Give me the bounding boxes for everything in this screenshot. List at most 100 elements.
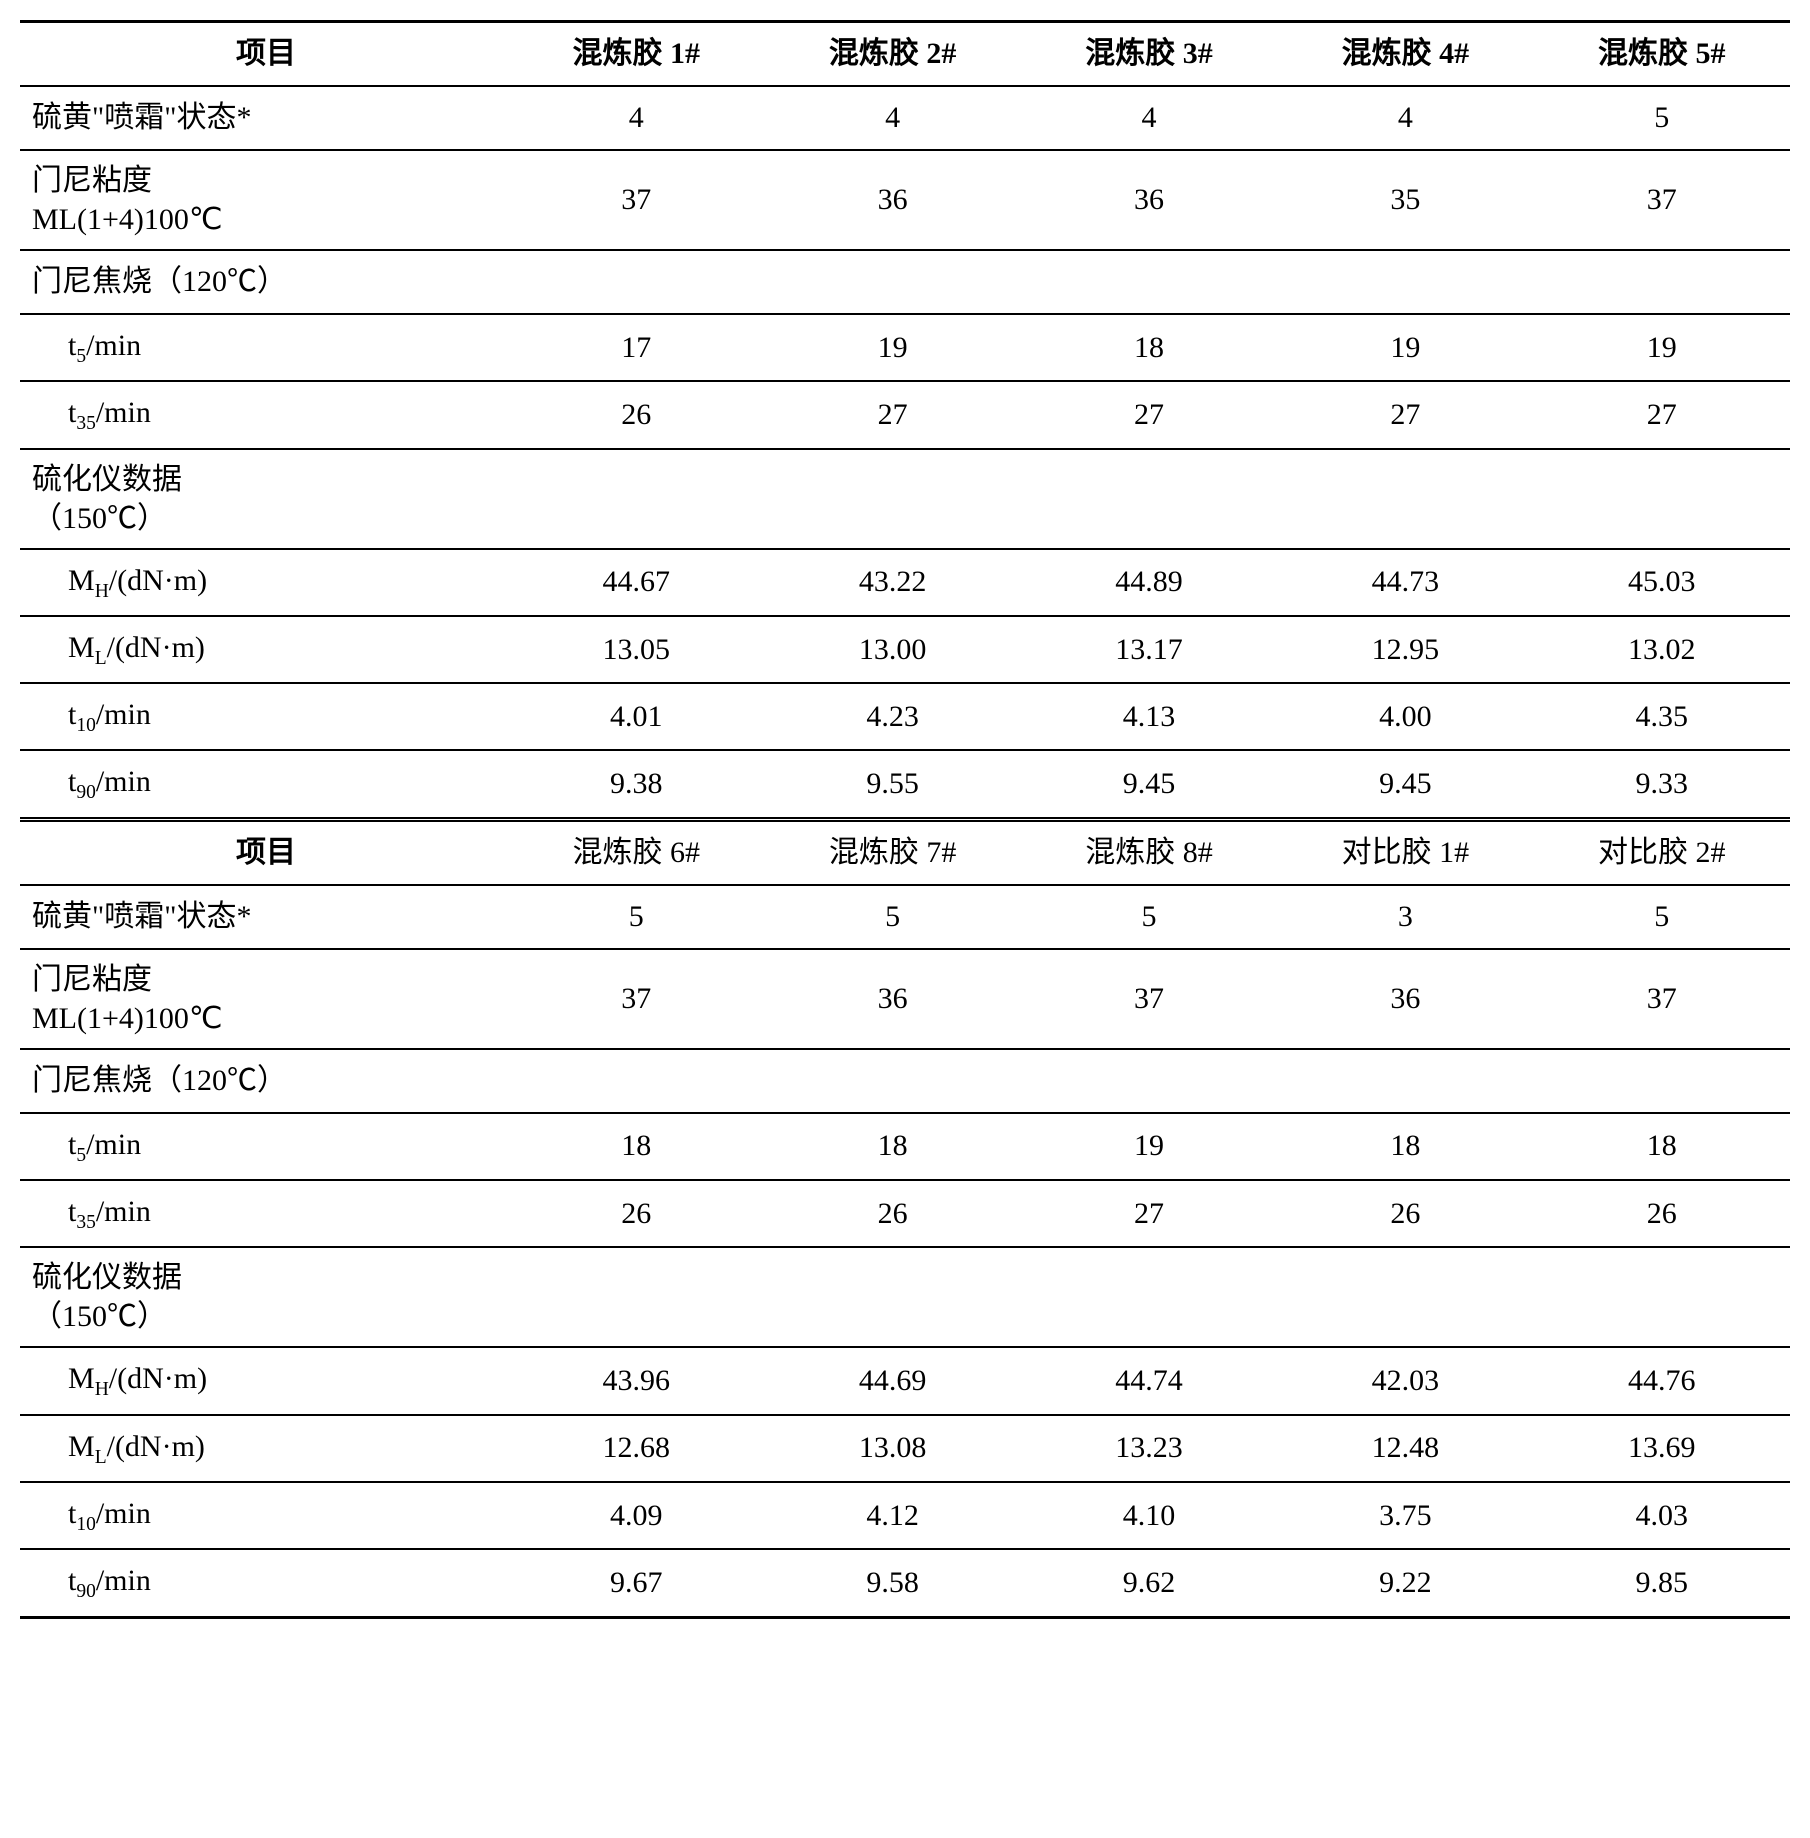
table2-t5-v5: 18: [1534, 1113, 1790, 1180]
table1-t90-v3: 9.45: [1021, 750, 1277, 819]
table1-t90-v2: 9.55: [764, 750, 1020, 819]
table1-t5-v4: 19: [1277, 314, 1533, 381]
table2-bloom-v4: 3: [1277, 885, 1533, 949]
table1-cure-section-blank: [508, 449, 1790, 549]
table1-bloom-v4: 4: [1277, 86, 1533, 150]
table1-row-cure-section: 硫化仪数据（150℃）: [20, 449, 1790, 549]
table2-row-mooney: 门尼粘度ML(1+4)100℃ 37 36 37 36 37: [20, 949, 1790, 1049]
table2-t35-label: t35/min: [20, 1180, 508, 1247]
table1-bloom-v2: 4: [764, 86, 1020, 150]
table2-bloom-label: 硫黄"喷霜"状态*: [20, 885, 508, 949]
table2-header-label: 项目: [20, 819, 508, 885]
table1-t90-v1: 9.38: [508, 750, 764, 819]
table2-header-c4: 对比胶 1#: [1277, 819, 1533, 885]
table2-mh-v4: 42.03: [1277, 1347, 1533, 1414]
table2-mooney-v3: 37: [1021, 949, 1277, 1049]
table1-t10-v3: 4.13: [1021, 683, 1277, 750]
table2-ml-label: ML/(dN·m): [20, 1415, 508, 1482]
table2-bloom-v2: 5: [764, 885, 1020, 949]
table1-row-scorch-section: 门尼焦烧（120℃）: [20, 250, 1790, 314]
table2-row-t35: t35/min 26 26 27 26 26: [20, 1180, 1790, 1247]
table2-t35-v2: 26: [764, 1180, 1020, 1247]
table2-ml-v4: 12.48: [1277, 1415, 1533, 1482]
table2-t10-v2: 4.12: [764, 1482, 1020, 1549]
table1-ml-v1: 13.05: [508, 616, 764, 683]
table1-row-mh: MH/(dN·m) 44.67 43.22 44.89 44.73 45.03: [20, 549, 1790, 616]
table2-t90-v4: 9.22: [1277, 1549, 1533, 1617]
table2-cure-section-label: 硫化仪数据（150℃）: [20, 1247, 508, 1347]
table2-mh-v1: 43.96: [508, 1347, 764, 1414]
table2-t90-v5: 9.85: [1534, 1549, 1790, 1617]
table2-mh-v3: 44.74: [1021, 1347, 1277, 1414]
table1-t35-label: t35/min: [20, 381, 508, 448]
table2-t5-v2: 18: [764, 1113, 1020, 1180]
table1-t90-label: t90/min: [20, 750, 508, 819]
table1-t35-v2: 27: [764, 381, 1020, 448]
table1-mh-label: MH/(dN·m): [20, 549, 508, 616]
table2-t35-v4: 26: [1277, 1180, 1533, 1247]
table1-scorch-section-blank: [508, 250, 1790, 314]
table1-t10-v4: 4.00: [1277, 683, 1533, 750]
table2-t5-v4: 18: [1277, 1113, 1533, 1180]
table1-ml-v4: 12.95: [1277, 616, 1533, 683]
table2-header-c5: 对比胶 2#: [1534, 819, 1790, 885]
table2-mooney-v2: 36: [764, 949, 1020, 1049]
table2-mooney-v4: 36: [1277, 949, 1533, 1049]
table1-t10-v5: 4.35: [1534, 683, 1790, 750]
table2-header-row: 项目 混炼胶 6# 混炼胶 7# 混炼胶 8# 对比胶 1# 对比胶 2#: [20, 819, 1790, 885]
table1-header-label: 项目: [20, 22, 508, 87]
table2-mooney-v1: 37: [508, 949, 764, 1049]
table2-row-t5: t5/min 18 18 19 18 18: [20, 1113, 1790, 1180]
table1-row-ml: ML/(dN·m) 13.05 13.00 13.17 12.95 13.02: [20, 616, 1790, 683]
table1-mh-v5: 45.03: [1534, 549, 1790, 616]
table2-t10-v5: 4.03: [1534, 1482, 1790, 1549]
table1-mooney-v3: 36: [1021, 150, 1277, 250]
table1-ml-v5: 13.02: [1534, 616, 1790, 683]
table1-mooney-v2: 36: [764, 150, 1020, 250]
table1-t5-v2: 19: [764, 314, 1020, 381]
table2-t5-label: t5/min: [20, 1113, 508, 1180]
table2-mh-label: MH/(dN·m): [20, 1347, 508, 1414]
table2-cure-section-blank: [508, 1247, 1790, 1347]
table2-row-t10: t10/min 4.09 4.12 4.10 3.75 4.03: [20, 1482, 1790, 1549]
table2-t35-v3: 27: [1021, 1180, 1277, 1247]
table2-ml-v2: 13.08: [764, 1415, 1020, 1482]
table1-header-c2: 混炼胶 2#: [764, 22, 1020, 87]
table2-t35-v5: 26: [1534, 1180, 1790, 1247]
table2-ml-v5: 13.69: [1534, 1415, 1790, 1482]
table2-t90-label: t90/min: [20, 1549, 508, 1617]
table2-row-ml: ML/(dN·m) 12.68 13.08 13.23 12.48 13.69: [20, 1415, 1790, 1482]
table2-row-mh: MH/(dN·m) 43.96 44.69 44.74 42.03 44.76: [20, 1347, 1790, 1414]
table2-t5-v1: 18: [508, 1113, 764, 1180]
table2-t10-v4: 3.75: [1277, 1482, 1533, 1549]
table1-scorch-section-label: 门尼焦烧（120℃）: [20, 250, 508, 314]
table2-t90-v2: 9.58: [764, 1549, 1020, 1617]
table1-mooney-label: 门尼粘度ML(1+4)100℃: [20, 150, 508, 250]
table1-t5-label: t5/min: [20, 314, 508, 381]
table1-t90-v4: 9.45: [1277, 750, 1533, 819]
table2-t10-label: t10/min: [20, 1482, 508, 1549]
table1-ml-v2: 13.00: [764, 616, 1020, 683]
table2-row-t90: t90/min 9.67 9.58 9.62 9.22 9.85: [20, 1549, 1790, 1617]
table1-mooney-v1: 37: [508, 150, 764, 250]
table1-row-bloom: 硫黄"喷霜"状态* 4 4 4 4 5: [20, 86, 1790, 150]
table1-mh-v1: 44.67: [508, 549, 764, 616]
table1-header-row: 项目 混炼胶 1# 混炼胶 2# 混炼胶 3# 混炼胶 4# 混炼胶 5#: [20, 22, 1790, 87]
table1-bloom-v5: 5: [1534, 86, 1790, 150]
table1-bloom-v1: 4: [508, 86, 764, 150]
table2-bloom-v3: 5: [1021, 885, 1277, 949]
table1-mooney-v5: 37: [1534, 150, 1790, 250]
table2-row-cure-section: 硫化仪数据（150℃）: [20, 1247, 1790, 1347]
table1-t10-label: t10/min: [20, 683, 508, 750]
table1-ml-v3: 13.17: [1021, 616, 1277, 683]
table1-cure-section-label: 硫化仪数据（150℃）: [20, 449, 508, 549]
table1-ml-label: ML/(dN·m): [20, 616, 508, 683]
table1-bloom-label: 硫黄"喷霜"状态*: [20, 86, 508, 150]
table2-bloom-v1: 5: [508, 885, 764, 949]
table2-scorch-section-blank: [508, 1049, 1790, 1113]
table1-t5-v1: 17: [508, 314, 764, 381]
table1-row-t10: t10/min 4.01 4.23 4.13 4.00 4.35: [20, 683, 1790, 750]
table1-header-c4: 混炼胶 4#: [1277, 22, 1533, 87]
table1-t90-v5: 9.33: [1534, 750, 1790, 819]
table1-t35-v1: 26: [508, 381, 764, 448]
